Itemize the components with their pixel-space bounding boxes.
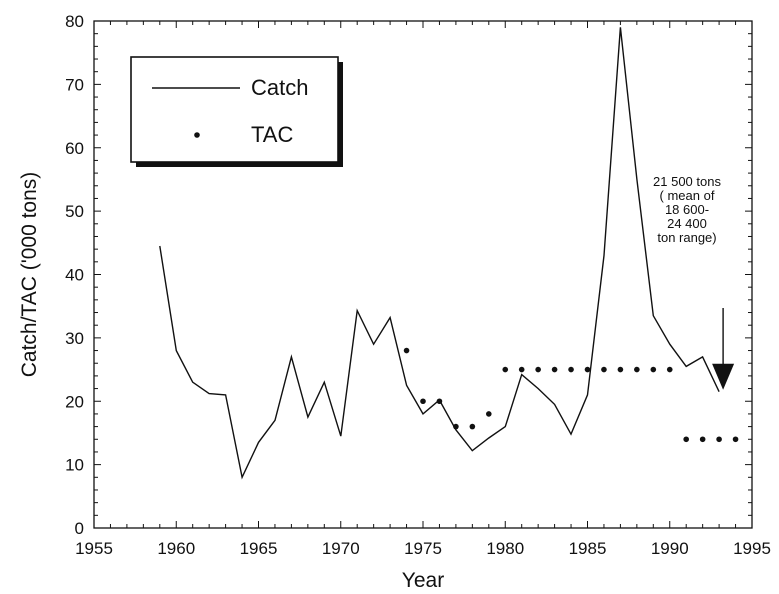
y-tick-label: 0 [75, 519, 84, 538]
x-tick-label: 1980 [486, 539, 524, 558]
annotation-line: 18 600- [665, 202, 709, 217]
axes: 1955 1960 1965 1970 1975 1980 1985 1990 1995 0 10 2… [18, 12, 771, 592]
tac-point [535, 366, 541, 373]
annotation-line: 21 500 tons [653, 174, 721, 189]
series-layer [159, 27, 739, 480]
tac-point [683, 436, 689, 443]
y-tick-label: 60 [65, 139, 84, 158]
x-tick-label: 1965 [240, 539, 278, 558]
legend-tac-swatch [194, 132, 200, 138]
legend-box [130, 56, 339, 163]
tac-point [716, 436, 722, 443]
y-axis-title: Catch/TAC ('000 tons) [18, 172, 41, 378]
y-tick-label: 80 [65, 12, 84, 31]
legend-tac-label: TAC [251, 122, 293, 147]
tac-point [420, 398, 426, 405]
y-tick-label: 20 [65, 392, 84, 411]
annotation-line: ( mean of [660, 188, 715, 203]
x-tick-label: 1970 [322, 539, 360, 558]
tac-point [634, 366, 640, 373]
tac-point [568, 366, 574, 373]
tac-point [732, 436, 739, 443]
tac-point [699, 436, 706, 443]
tac-point [469, 423, 476, 430]
x-tick-label: 1995 [733, 539, 771, 558]
annotation-arrow-head [712, 363, 735, 390]
tac-point [617, 366, 624, 373]
tac-point [453, 423, 459, 430]
legend-catch-label: Catch [251, 75, 308, 100]
tac-point [551, 366, 558, 373]
tac-point [502, 366, 509, 373]
y-tick-label: 30 [65, 329, 84, 348]
tac-point [436, 398, 443, 405]
y-tick-label: 50 [65, 202, 84, 221]
tac-point [403, 347, 410, 354]
y-tick-label: 40 [65, 266, 84, 285]
tac-point [584, 366, 591, 373]
tac-point [518, 366, 525, 373]
y-tick-label: 10 [65, 456, 84, 475]
x-axis-title: Year [402, 569, 444, 592]
annotation-line: ton range) [657, 230, 716, 245]
tac-point [666, 366, 673, 373]
x-tick-label: 1955 [75, 539, 113, 558]
tac-point [601, 366, 607, 373]
x-tick-label: 1985 [569, 539, 607, 558]
x-tick-label: 1990 [651, 539, 689, 558]
annotation-line: 24 400 [667, 216, 707, 231]
x-tick-label: 1975 [404, 539, 442, 558]
tac-point [650, 366, 657, 373]
tac-point [486, 411, 492, 417]
x-tick-label: 1960 [157, 539, 195, 558]
y-tick-label: 70 [65, 75, 84, 94]
legend: Catch TAC [130, 56, 343, 167]
